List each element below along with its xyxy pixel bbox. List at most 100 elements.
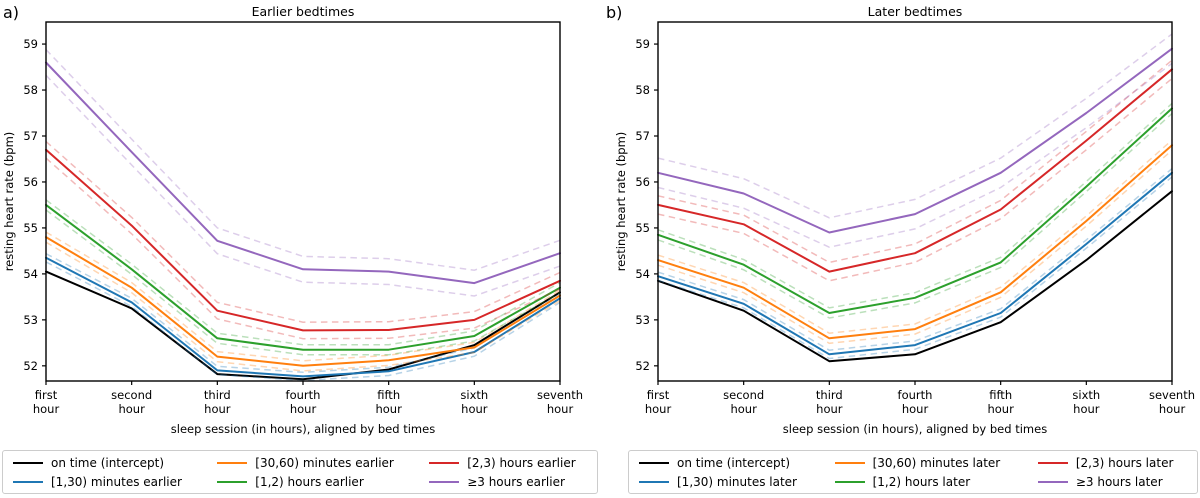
x-tick-label-line1: third <box>816 388 843 402</box>
x-tick-label-line1: sixth <box>1072 388 1100 402</box>
legend-label: [1,2) hours later <box>872 474 971 489</box>
x-tick-label-line2: hour <box>204 402 231 416</box>
y-axis-label: resting heart rate (bpm) <box>2 132 16 272</box>
x-axis-label: sleep session (in hours), aligned by bed… <box>783 422 1047 436</box>
y-tick-label: 57 <box>635 129 650 143</box>
legend-label: on time (intercept) <box>51 455 165 470</box>
legend-line-sample <box>1037 480 1068 483</box>
series-1 <box>657 168 1173 360</box>
legend-label: [1,30) minutes later <box>677 474 797 489</box>
x-axis-label: sleep session (in hours), aligned by bed… <box>171 422 435 436</box>
legend-item-4: [2,3) hours later <box>1037 455 1187 470</box>
ci-line <box>657 33 1173 219</box>
x-tick-label-line2: hour <box>118 402 145 416</box>
ci-line <box>657 168 1173 351</box>
data-line <box>45 270 561 381</box>
ci-line <box>45 241 561 372</box>
legend-line-sample <box>639 461 669 464</box>
legend-label: on time (intercept) <box>677 455 791 470</box>
legend-later-bedtimes: on time (intercept) [1,30) minutes later [… <box>628 450 1198 494</box>
series-3 <box>45 199 561 356</box>
series-3 <box>657 102 1173 319</box>
plot-frame <box>657 21 1173 382</box>
data-line <box>657 171 1173 356</box>
series-1 <box>45 253 561 382</box>
ci-line <box>45 231 561 362</box>
ci-line <box>657 59 1173 264</box>
legend-item-0: on time (intercept) <box>13 456 193 470</box>
x-tick-label-line2: hour <box>1073 402 1100 416</box>
series-4 <box>45 140 561 340</box>
ci-line <box>45 74 561 297</box>
legend-line-sample <box>834 461 865 464</box>
x-tick-label-line1: second <box>111 388 152 402</box>
legend-item-0: on time (intercept) <box>639 456 811 470</box>
ci-line <box>657 112 1173 319</box>
legend-label: [30,60) minutes earlier <box>255 455 394 470</box>
legend-line-sample <box>429 461 460 464</box>
chart-earlier-bedtimes: Earlier bedtimes5253545556575859firsthou… <box>2 4 583 436</box>
x-tick-label-line2: hour <box>902 402 929 416</box>
x-tick-label-line2: hour <box>290 402 317 416</box>
x-tick-label-line2: hour <box>461 402 488 416</box>
y-tick-label: 56 <box>635 175 650 189</box>
panel-label-a: a) <box>3 3 20 22</box>
x-tick-label-line1: third <box>204 388 231 402</box>
legend-line-sample <box>429 480 460 483</box>
ci-line <box>657 149 1173 345</box>
ci-line <box>45 157 561 340</box>
ci-line <box>45 209 561 356</box>
legend-line-sample <box>1037 461 1068 464</box>
x-tick-label-line2: hour <box>33 402 60 416</box>
series-5 <box>45 49 561 297</box>
plot-frame <box>45 21 561 382</box>
ci-line <box>45 49 561 271</box>
legend-item-1: [1,30) minutes earlier <box>13 475 193 489</box>
x-tick-label-line1: fifth <box>377 388 400 402</box>
series-2 <box>45 231 561 372</box>
legend-item-2: [30,60) minutes later <box>834 455 1014 470</box>
legend-line-sample <box>217 461 248 464</box>
x-tick-label-line1: first <box>647 388 670 402</box>
x-tick-label-line2: hour <box>375 402 402 416</box>
y-tick-label: 56 <box>23 175 38 189</box>
legend-item-3: [1,2) hours earlier <box>217 475 405 489</box>
data-line <box>657 144 1173 340</box>
series-0 <box>45 270 561 381</box>
series-4 <box>657 59 1173 282</box>
y-tick-label: 52 <box>23 359 38 373</box>
legend-label: ≥3 hours earlier <box>467 474 565 489</box>
data-line <box>657 68 1173 273</box>
x-tick-label-line1: seventh <box>1149 388 1195 402</box>
y-tick-label: 52 <box>635 359 650 373</box>
y-axis-label: resting heart rate (bpm) <box>614 132 628 272</box>
x-tick-label-line1: fourth <box>898 388 933 402</box>
data-line <box>657 107 1173 314</box>
legend-line-sample <box>13 461 43 464</box>
y-tick-label: 59 <box>635 37 650 51</box>
x-tick-label-line1: first <box>35 388 58 402</box>
legend-label: [2,3) hours later <box>1075 455 1174 470</box>
legend-line-sample <box>13 480 43 483</box>
legend-item-3: [1,2) hours later <box>834 474 1014 489</box>
chart-title: Earlier bedtimes <box>252 4 355 19</box>
legend-item-4: [2,3) hours earlier <box>429 456 587 470</box>
x-tick-label-line2: hour <box>645 402 672 416</box>
y-tick-label: 53 <box>635 313 650 327</box>
legend-item-5: ≥3 hours later <box>1037 475 1187 489</box>
x-tick-label-line1: sixth <box>460 388 488 402</box>
legend-label: [30,60) minutes later <box>872 455 1001 470</box>
y-tick-label: 54 <box>635 267 650 281</box>
x-tick-label-line1: seventh <box>537 388 583 402</box>
legend-label: [2,3) hours earlier <box>467 455 576 470</box>
legend-line-sample <box>639 480 669 483</box>
ci-line <box>657 102 1173 309</box>
x-tick-label-line2: hour <box>730 402 757 416</box>
legend-label: [1,30) minutes earlier <box>51 474 182 489</box>
x-tick-label-line2: hour <box>987 402 1014 416</box>
legend-earlier-bedtimes: on time (intercept) [1,30) minutes earlie… <box>2 450 598 494</box>
legend-line-sample <box>217 480 248 483</box>
x-tick-label-line1: fifth <box>989 388 1012 402</box>
data-line <box>45 61 561 285</box>
